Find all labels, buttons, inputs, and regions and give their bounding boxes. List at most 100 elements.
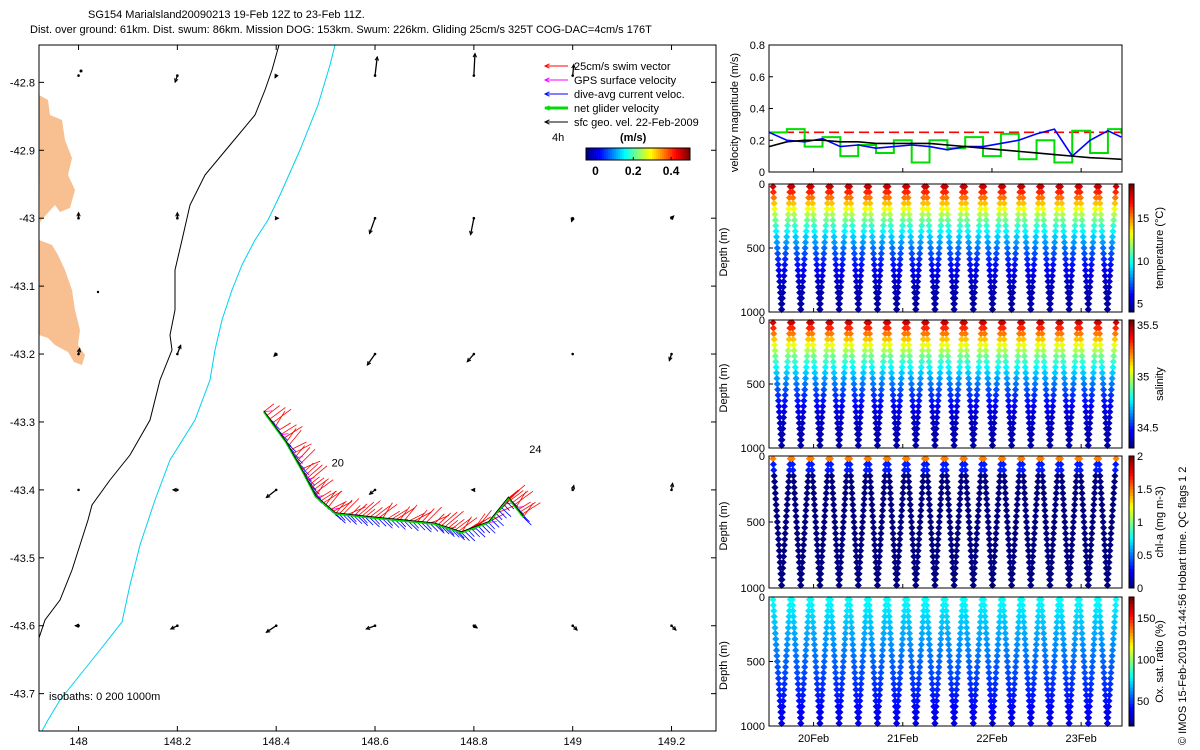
- profile-point: [875, 697, 883, 705]
- profile-point: [956, 358, 964, 366]
- profile-point: [1002, 363, 1010, 371]
- profile-point: [840, 238, 848, 246]
- colorbar-cell: [594, 148, 597, 160]
- profile-point: [1077, 472, 1085, 480]
- profile-point: [849, 227, 857, 235]
- profile-point: [972, 272, 980, 280]
- colorbar-cell: [686, 148, 689, 160]
- profile-point: [984, 652, 992, 660]
- profile-point: [895, 541, 903, 549]
- profile-point: [799, 272, 807, 280]
- profile-point: [827, 330, 835, 338]
- velocity-series: [769, 128, 1123, 164]
- profile-point: [996, 335, 1004, 343]
- profile-point: [963, 489, 971, 497]
- profile-point: [860, 363, 868, 371]
- profile-point: [973, 386, 981, 394]
- profile-point: [986, 413, 995, 422]
- profile-point: [1013, 227, 1021, 235]
- profile-point: [886, 478, 894, 486]
- profile-point: [801, 518, 809, 526]
- profile-point: [798, 702, 806, 711]
- profile-point: [860, 495, 868, 503]
- profile-point: [798, 289, 806, 297]
- profile-point: [783, 363, 791, 371]
- profile-point: [1104, 576, 1112, 584]
- colorbar-cell: [1129, 193, 1134, 198]
- profile-point: [798, 564, 806, 572]
- swim-vector: [447, 519, 459, 529]
- profile-point: [933, 277, 941, 286]
- profile-point: [875, 283, 883, 291]
- profile-point: [1019, 466, 1027, 474]
- profile-point: [981, 612, 989, 621]
- profile-point: [904, 601, 912, 609]
- profile-point: [990, 553, 998, 561]
- profile-point: [820, 518, 828, 526]
- profile-point: [821, 646, 829, 654]
- profile-point: [821, 501, 829, 509]
- profile-point: [870, 250, 878, 258]
- profile-point: [1033, 489, 1041, 497]
- colorbar-cell: [1129, 684, 1134, 688]
- swim-vector: [263, 403, 275, 413]
- profile-point: [1030, 541, 1038, 549]
- profile-point: [947, 255, 955, 263]
- profile-point: [771, 210, 779, 219]
- profile-point: [840, 374, 848, 382]
- colorbar-cell: [1129, 345, 1134, 350]
- x-tick-label: 149.2: [658, 736, 686, 748]
- profile-point: [1105, 553, 1113, 561]
- profile-point: [1008, 570, 1016, 578]
- profile-point: [841, 358, 849, 366]
- profile-point: [953, 541, 961, 549]
- profile-point: [964, 369, 972, 377]
- profile-point: [839, 529, 847, 538]
- profile-point: [801, 524, 809, 532]
- profile-point: [793, 391, 801, 399]
- profile-point: [870, 255, 878, 263]
- profile-point: [945, 374, 953, 382]
- profile-point: [842, 624, 850, 632]
- profile-point: [831, 663, 839, 671]
- profile-point: [813, 535, 821, 543]
- y-tick-label: 1000: [741, 721, 765, 733]
- profile-point: [880, 352, 888, 360]
- net-glider-track: [263, 411, 525, 534]
- profile-point: [879, 227, 887, 235]
- swim-vector: [440, 511, 458, 527]
- profile-point: [868, 495, 876, 503]
- profile-point: [818, 691, 826, 699]
- profile-point: [870, 535, 878, 543]
- profile-point: [790, 624, 798, 632]
- profile-point: [927, 386, 935, 394]
- colorbar-cell: [1129, 248, 1134, 252]
- profile-point: [1004, 261, 1013, 269]
- geo-vector: [369, 489, 376, 495]
- profile-point: [785, 205, 793, 213]
- profile-point: [931, 436, 939, 444]
- profile-point: [865, 324, 873, 332]
- profile-point: [915, 669, 923, 677]
- profile-point: [943, 335, 951, 343]
- profile-point: [1020, 629, 1029, 637]
- profile-point: [1011, 397, 1019, 405]
- profile-point: [1004, 524, 1012, 532]
- profile-point: [972, 402, 980, 410]
- profile-point: [967, 680, 975, 688]
- profile-point: [926, 652, 934, 660]
- profile-point: [899, 210, 907, 219]
- profile-point: [871, 413, 880, 422]
- profile-point: [962, 205, 970, 213]
- profile-point: [1004, 663, 1012, 671]
- profile-point: [814, 553, 822, 561]
- profile-point: [880, 624, 888, 632]
- profile-point: [869, 374, 877, 382]
- profile-point: [870, 397, 878, 405]
- profile-point: [938, 199, 946, 207]
- profile-point: [935, 244, 943, 252]
- colorbar-cell: [1129, 264, 1134, 268]
- profile-point: [783, 233, 791, 241]
- profile-point: [785, 618, 793, 626]
- profile-point: [1020, 624, 1028, 632]
